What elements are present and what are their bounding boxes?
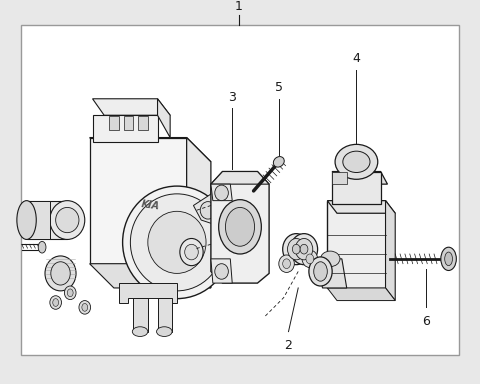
Polygon shape [211,172,269,184]
Polygon shape [332,172,387,184]
Text: 1: 1 [235,0,243,13]
Text: 2: 2 [285,339,292,353]
Ellipse shape [131,194,224,291]
Ellipse shape [79,301,91,314]
Ellipse shape [215,264,228,279]
Polygon shape [211,259,232,283]
Polygon shape [327,201,395,213]
Polygon shape [157,99,170,137]
Polygon shape [119,283,177,303]
Polygon shape [133,298,148,332]
Ellipse shape [67,289,73,297]
Polygon shape [187,137,211,288]
Text: 5: 5 [275,81,283,94]
Ellipse shape [38,242,46,253]
Text: 3: 3 [228,91,236,104]
Ellipse shape [200,202,216,219]
Ellipse shape [335,144,378,179]
Bar [21,25,459,355]
Ellipse shape [82,303,88,311]
Ellipse shape [219,200,261,254]
Ellipse shape [180,238,203,266]
Bar [109,116,119,130]
Polygon shape [26,201,50,240]
Polygon shape [93,99,170,115]
Ellipse shape [45,256,76,291]
Ellipse shape [17,201,36,240]
Polygon shape [327,288,395,301]
Ellipse shape [306,254,314,264]
Ellipse shape [343,151,370,172]
Ellipse shape [288,238,305,260]
Polygon shape [211,172,269,283]
Bar [138,116,148,130]
Ellipse shape [56,207,79,233]
Ellipse shape [226,207,254,246]
Ellipse shape [53,299,59,306]
Text: 6: 6 [422,315,430,328]
Polygon shape [327,201,385,288]
Ellipse shape [292,244,300,254]
Ellipse shape [300,244,308,254]
Polygon shape [332,172,381,204]
Polygon shape [332,172,347,184]
Polygon shape [318,259,347,288]
Ellipse shape [50,201,85,240]
Ellipse shape [283,233,310,265]
Ellipse shape [185,244,198,260]
Ellipse shape [64,286,76,300]
Polygon shape [26,201,67,240]
Polygon shape [157,298,172,332]
Ellipse shape [215,185,228,201]
Polygon shape [90,264,211,288]
Polygon shape [211,184,232,201]
Ellipse shape [51,262,70,285]
Ellipse shape [290,233,318,265]
Ellipse shape [122,186,231,299]
Ellipse shape [283,259,290,268]
Ellipse shape [441,247,456,270]
Ellipse shape [309,257,332,286]
Ellipse shape [156,327,172,336]
Ellipse shape [279,255,294,272]
Text: KIA: KIA [141,199,161,212]
Ellipse shape [321,251,340,266]
Ellipse shape [302,250,318,268]
Ellipse shape [274,157,284,167]
Ellipse shape [132,327,148,336]
Bar [123,116,133,130]
Ellipse shape [148,211,206,273]
Ellipse shape [295,238,313,260]
Polygon shape [193,191,226,225]
Polygon shape [90,137,211,162]
Polygon shape [385,201,395,301]
Ellipse shape [314,262,327,281]
Text: 4: 4 [352,52,360,65]
Polygon shape [93,115,157,142]
Ellipse shape [444,252,453,266]
Ellipse shape [50,296,61,309]
Polygon shape [90,137,187,264]
